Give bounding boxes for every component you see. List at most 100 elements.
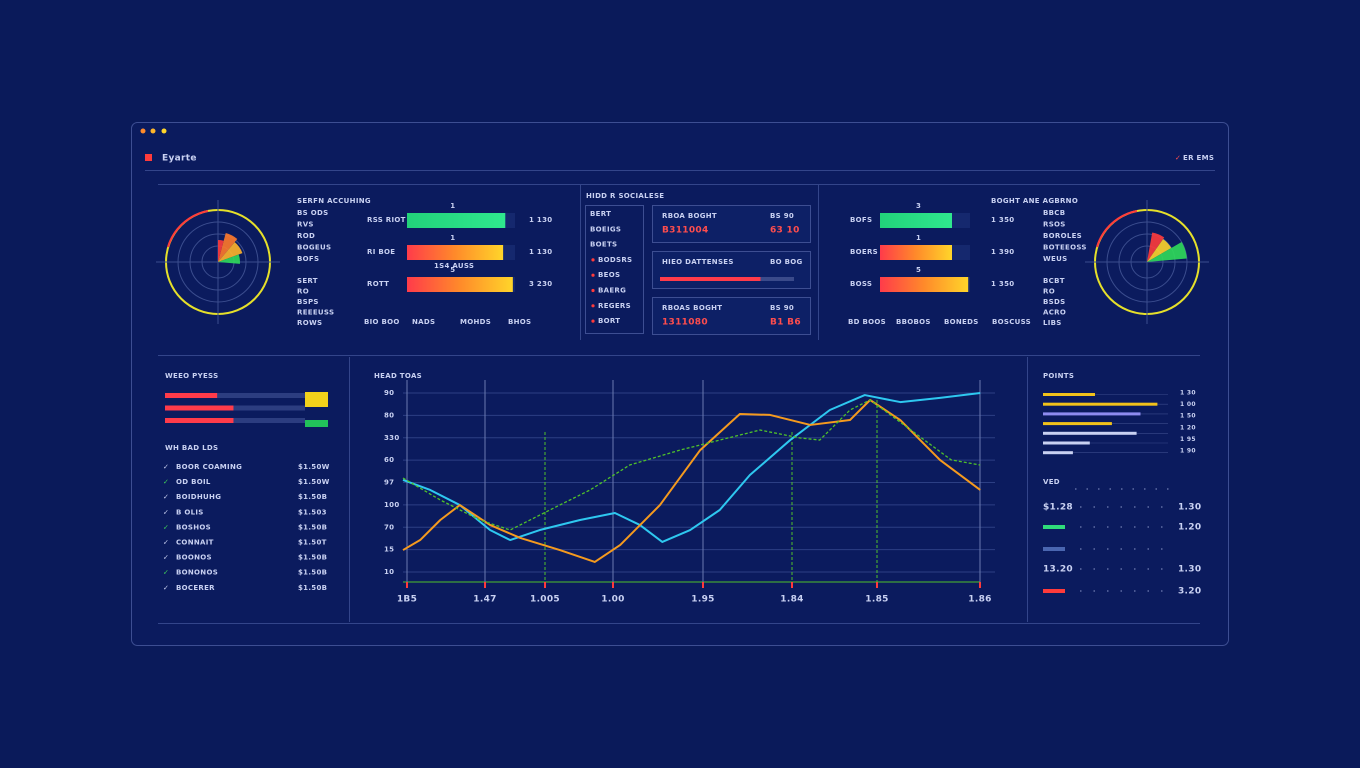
item-name: BONONOS xyxy=(176,569,218,577)
panel-label: BBCB xyxy=(1043,209,1065,217)
progress-bar xyxy=(407,277,513,292)
row-figure: 1.30 xyxy=(1178,503,1201,513)
item-amount: $1.50B xyxy=(298,523,327,531)
bar xyxy=(165,418,234,423)
card-change: 63 10 xyxy=(770,226,800,236)
panel-footer: BOSCUSS xyxy=(992,318,1031,326)
bar-marker: 5 xyxy=(916,266,921,274)
list-item: BEOS xyxy=(598,271,620,279)
row-label: 13.20 xyxy=(1043,565,1073,575)
check: ✓ xyxy=(163,463,169,471)
y-tick-label: 15 xyxy=(384,546,394,554)
bar-figure: 1 350 xyxy=(991,280,1014,288)
panel-label: RO xyxy=(1043,288,1055,296)
radar-wedge xyxy=(218,233,238,262)
bar xyxy=(1043,451,1073,455)
list-bullet xyxy=(591,273,595,277)
y-tick-label: 330 xyxy=(384,434,400,442)
list-bullet xyxy=(591,258,595,262)
item-name: BOIDHUHG xyxy=(176,493,221,501)
progress-bar xyxy=(880,277,969,292)
list-box xyxy=(585,205,644,334)
bar-cap xyxy=(305,420,328,427)
x-tick-label: 1B5 xyxy=(397,595,417,605)
row-swatch xyxy=(1043,589,1065,593)
card-amount: 1311080 xyxy=(662,318,708,328)
y-tick-label: 70 xyxy=(384,523,394,531)
y-tick-label: 97 xyxy=(384,479,394,487)
progress-bar xyxy=(407,213,506,228)
panel-footer: BIO BOO xyxy=(364,318,400,326)
bar-figure: 1 130 xyxy=(529,216,552,224)
bar-figure: 1 390 xyxy=(991,248,1014,256)
bar-figure: 3 230 xyxy=(529,280,552,288)
bar-label: ROTT xyxy=(367,280,389,288)
x-tick-label: 1.85 xyxy=(865,595,888,605)
list-item: BERT xyxy=(590,210,611,218)
bar xyxy=(1043,393,1095,396)
check: ✓ xyxy=(163,569,169,577)
panel-label: BSPS xyxy=(297,298,319,306)
panel-footer: BONEDS xyxy=(944,318,979,326)
panel-label: BOROLES xyxy=(1043,232,1082,240)
item-name: CONNAIT xyxy=(176,539,214,547)
item-name: BOONOS xyxy=(176,554,212,562)
panel-note: 1S4 AUSS xyxy=(434,262,474,270)
x-tick-label: 1.47 xyxy=(473,595,496,605)
panel-label: BOGEUS xyxy=(297,244,331,252)
check: ✓ xyxy=(163,478,169,486)
bar-figure: 1 130 xyxy=(529,248,552,256)
radar-arc xyxy=(167,210,209,248)
bar-marker: 3 xyxy=(916,202,921,210)
window-dot[interactable] xyxy=(161,128,167,134)
card xyxy=(652,251,811,289)
item-amount: $1.50B xyxy=(298,569,327,577)
card-figure: BS 90 xyxy=(770,304,794,312)
bar-label: BOERS xyxy=(850,248,878,256)
card-title: HIEO DATTENSES xyxy=(662,258,734,266)
window-dot[interactable] xyxy=(140,128,146,134)
row-figure: 1.30 xyxy=(1178,565,1201,575)
panel-label: BS ODS xyxy=(297,209,328,217)
card-progress xyxy=(660,277,761,281)
bar-label: 1 20 xyxy=(1180,424,1196,431)
list-item: BORT xyxy=(598,317,620,325)
bar-label: 1 95 xyxy=(1180,436,1196,443)
item-name: BOSHOS xyxy=(176,523,211,531)
bar-label: BOSS xyxy=(850,280,872,288)
panel-footer: NADS xyxy=(412,318,435,326)
item-amount: $1.50B xyxy=(298,493,327,501)
card-amount: B311004 xyxy=(662,226,709,236)
panel-label: ROWS xyxy=(297,319,322,327)
x-tick-label: 1.86 xyxy=(968,595,991,605)
item-amount: $1.50T xyxy=(298,539,327,547)
panel-label: SERT xyxy=(297,277,318,285)
app-title: Eyarte xyxy=(162,154,197,164)
item-amount: $1.50B xyxy=(298,554,327,562)
bar xyxy=(1043,422,1112,426)
panel-label: BSDS xyxy=(1043,298,1065,306)
window-dot[interactable] xyxy=(150,128,156,134)
panel-label: RO xyxy=(297,288,309,296)
bar xyxy=(1043,402,1158,406)
check: ✓ xyxy=(163,493,169,501)
y-tick-label: 100 xyxy=(384,501,400,509)
bar-track xyxy=(165,405,305,411)
item-name: B OLIS xyxy=(176,508,204,516)
panel-label: ROD xyxy=(297,232,315,240)
list-bullet xyxy=(591,288,595,293)
panel-footer: BBOBOS xyxy=(896,318,931,326)
panel-label: RVS xyxy=(297,221,314,229)
card xyxy=(652,205,811,243)
panel-heading: WH BAD LDS xyxy=(165,444,218,452)
panel-heading: VED xyxy=(1043,478,1060,486)
y-tick-label: 80 xyxy=(384,411,394,419)
radar-wedge xyxy=(1147,239,1172,262)
radar-wedge xyxy=(218,254,240,264)
item-amount: $1.50B xyxy=(298,584,327,592)
panel-heading: POINTS xyxy=(1043,372,1074,380)
bar-marker: 1 xyxy=(450,202,455,210)
check: ✓ xyxy=(163,584,169,592)
bar-marker: 5 xyxy=(450,266,455,274)
